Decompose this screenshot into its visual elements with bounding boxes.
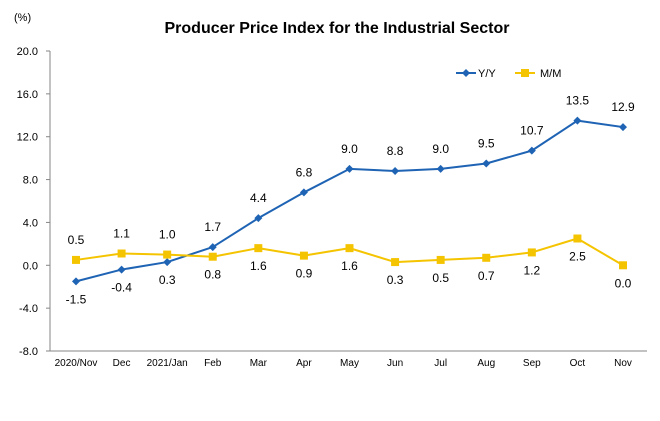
data-point-mm [72,255,80,264]
data-point-mm [254,244,263,253]
legend-marker [521,69,529,77]
data-label-yy: 9.0 [432,142,449,156]
data-point-yy [254,214,263,223]
data-point-yy [163,258,172,267]
data-label-mm: 0.0 [615,276,632,290]
data-label-yy: -0.4 [111,281,132,295]
x-tick-label: May [340,358,359,369]
data-label-mm: 0.3 [387,273,404,287]
data-label-mm: 0.8 [204,268,221,282]
legend-label: M/M [540,68,561,80]
data-point-yy [436,164,445,173]
data-point-yy [391,167,400,175]
x-tick-label: Oct [570,358,586,369]
legend: Y/Y M/M [456,68,561,80]
data-point-yy [527,146,536,155]
data-label-mm: 0.5 [432,271,449,285]
data-label-yy: 10.7 [520,124,544,138]
data-point-yy [482,159,491,168]
legend-label: Y/Y [478,68,496,80]
axes: 20.0 16.0 12.0 8.0 4.0 0.0 -4.0 -8.0 2020/Nov Dec… [17,46,647,369]
data-label-mm: 1.6 [250,259,267,273]
y-tick-label: 8.0 [23,175,38,187]
x-tick-label: Mar [250,358,268,369]
data-point-yy [299,188,308,197]
data-point-yy [619,123,627,132]
x-tick-label: Sep [523,358,541,369]
data-label-yy: 9.0 [341,142,358,156]
data-label-yy: 8.8 [387,144,404,158]
data-label-yy: 13.5 [566,94,590,108]
x-tick-label: Nov [614,358,632,369]
data-point-mm [436,255,445,264]
data-point-mm [391,258,400,267]
y-tick-label: -8.0 [19,346,38,358]
x-tick-label: Feb [204,358,222,369]
data-point-mm [208,252,217,261]
data-point-mm [527,248,536,257]
x-tick-label: Jun [387,358,403,369]
x-tick-label: Jul [434,358,447,369]
x-tick-label: Dec [113,358,131,369]
data-label-yy: 4.4 [250,191,267,205]
data-label-mm: 0.5 [68,233,85,247]
y-tick-label: 0.0 [23,260,38,272]
data-point-mm [299,251,308,260]
data-label-mm: 1.1 [113,227,130,241]
data-label-yy: 0.3 [159,273,176,287]
data-label-mm: 0.9 [296,267,313,281]
data-point-mm [117,249,126,258]
data-point-yy [72,277,80,286]
data-label-mm: 1.0 [159,228,176,242]
y-tick-label: 20.0 [17,46,38,58]
data-label-yy: 12.9 [611,100,635,114]
data-point-yy [208,243,217,252]
data-point-mm [163,250,172,259]
data-point-yy [345,164,354,173]
x-tick-label: 2020/Nov [55,358,98,369]
x-tick-label: 2021/Jan [147,358,188,369]
y-tick-label: -4.0 [19,303,38,315]
series-layer: -1.5 -0.4 0.3 1.7 4.4 6.8 9.0 8.8 9.0 9.5 10.7 13.5… [66,94,635,307]
data-point-mm [619,261,627,270]
x-tick-label: Apr [296,358,312,369]
data-label-yy: 6.8 [296,165,313,179]
y-tick-label: 16.0 [17,89,38,101]
unit-label: (%) [14,12,31,24]
data-label-yy: 9.5 [478,137,495,151]
x-tick-label: Aug [477,358,495,369]
data-point-mm [345,244,354,253]
data-label-yy: -1.5 [66,292,87,306]
y-tick-label: 4.0 [23,217,38,229]
data-label-mm: 1.2 [523,263,540,277]
data-label-yy: 1.7 [204,220,221,234]
chart-title: Producer Price Index for the Industrial … [165,20,510,37]
data-label-mm: 0.7 [478,269,495,283]
data-point-mm [573,234,582,243]
data-point-yy [117,265,126,274]
data-point-yy [573,116,582,125]
data-label-mm: 1.6 [341,259,358,273]
y-tick-label: 12.0 [17,132,38,144]
data-point-mm [482,253,491,262]
legend-marker [462,69,470,77]
data-label-mm: 2.5 [569,250,586,264]
